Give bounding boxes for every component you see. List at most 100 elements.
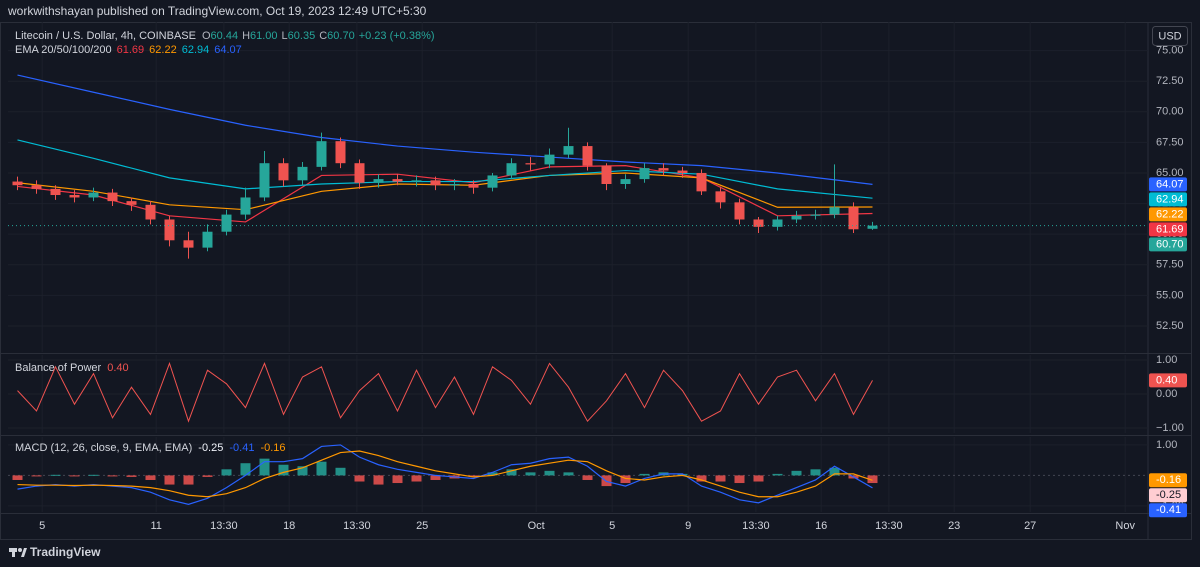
candle-body <box>278 163 289 181</box>
histogram-bar <box>468 475 479 477</box>
x-tick-label: 13:30 <box>343 520 371 532</box>
y-tick-label: 65.00 <box>1156 167 1184 179</box>
legend-value: -0.41 <box>229 442 254 454</box>
candle-body <box>145 204 156 220</box>
price-badge-label: 64.07 <box>1156 178 1184 190</box>
price-badge <box>1149 503 1187 518</box>
price-badge-label: 62.22 <box>1156 208 1184 220</box>
candle-body <box>31 185 42 189</box>
price-badge-label: 0.40 <box>1156 374 1177 386</box>
histogram-bar <box>715 475 726 482</box>
x-tick-label: 13:30 <box>210 520 238 532</box>
histogram-bar <box>867 475 878 484</box>
candle-body <box>259 163 270 198</box>
candle-body <box>449 184 460 186</box>
candle-body <box>867 225 878 229</box>
histogram-bar <box>525 472 536 476</box>
price-badge-label: -0.16 <box>1156 474 1181 486</box>
candle-body <box>354 163 365 183</box>
y-tick-label: −1.00 <box>1156 422 1184 434</box>
candle-body <box>734 202 745 220</box>
candle-body <box>430 180 441 186</box>
histogram-bar <box>582 475 593 480</box>
chart-frame <box>0 22 1192 540</box>
legend-value: 0.40 <box>107 362 128 374</box>
legend: Litecoin / U.S. Dollar, 4h, COINBASE O60.… <box>15 30 435 42</box>
x-tick-label: 23 <box>948 520 960 532</box>
legend-key: C <box>319 30 327 42</box>
price-badge <box>1149 237 1187 252</box>
histogram-bar <box>107 475 118 477</box>
x-tick-label: 13:30 <box>875 520 903 532</box>
macd-line <box>17 450 873 498</box>
indicator-line <box>17 361 873 423</box>
histogram-bar <box>12 475 23 480</box>
price-badge <box>1149 222 1187 237</box>
y-tick-label: 55.00 <box>1156 289 1184 301</box>
histogram-bar <box>354 475 365 482</box>
candle-body <box>620 179 631 185</box>
candle-body <box>525 163 536 165</box>
price-badge <box>1149 207 1187 222</box>
currency-label[interactable]: USD <box>1158 30 1181 42</box>
x-tick-label: Oct <box>528 520 545 532</box>
histogram-bar <box>316 461 327 476</box>
histogram-bar <box>791 470 802 476</box>
candle-body <box>563 146 574 155</box>
histogram-bar <box>240 463 251 476</box>
x-tick-label: 11 <box>150 520 161 532</box>
histogram-bar <box>639 473 650 476</box>
candle-body <box>392 179 403 182</box>
y-tick-label: 52.50 <box>1156 320 1184 332</box>
currency-button[interactable] <box>1152 26 1188 46</box>
candle-body <box>107 192 118 202</box>
candle-body <box>487 175 498 188</box>
legend-value: 60.70 <box>327 30 355 42</box>
legend-key: H <box>242 30 250 42</box>
publish-info: workwithshayan published on TradingView.… <box>7 4 427 18</box>
candle-body <box>69 195 80 198</box>
legend-value: 62.94 <box>182 44 210 56</box>
price-badge <box>1149 177 1187 192</box>
top-bar <box>0 0 1200 22</box>
candle-body <box>373 179 384 183</box>
candle-body <box>696 172 707 192</box>
x-tick-label: 9 <box>685 520 691 532</box>
histogram-bar <box>202 475 213 477</box>
brand-logo <box>9 548 27 557</box>
legend-value: 62.22 <box>149 44 177 56</box>
legend-value: 61.69 <box>117 44 145 56</box>
histogram-bar <box>772 473 783 476</box>
y-tick-label: 72.50 <box>1156 75 1184 87</box>
histogram-bar <box>810 469 821 476</box>
candle-body <box>468 184 479 188</box>
y-tick-label: 75.00 <box>1156 45 1184 57</box>
legend-value: -0.16 <box>260 442 285 454</box>
histogram-bar <box>392 475 403 484</box>
candle-body <box>183 240 194 248</box>
candle-body <box>12 181 23 186</box>
histogram-bar <box>696 475 707 482</box>
candle-body <box>126 201 137 205</box>
candle-body <box>677 170 688 173</box>
legend-title: Litecoin / U.S. Dollar, 4h, COINBASE <box>15 30 196 42</box>
x-tick-label: 27 <box>1024 520 1036 532</box>
pane-title: MACD (12, 26, close, 9, EMA, EMA) <box>15 442 192 454</box>
macd-line <box>17 444 873 506</box>
candle-body <box>202 231 213 248</box>
price-badge <box>1149 192 1187 207</box>
legend-value: -0.25 <box>198 442 223 454</box>
legend-value: 60.44 <box>211 30 239 42</box>
candle-body <box>715 191 726 203</box>
histogram-bar <box>297 466 308 476</box>
histogram-bar <box>487 472 498 476</box>
y-tick-label: 67.50 <box>1156 136 1184 148</box>
histogram-bar <box>259 458 270 476</box>
histogram-bar <box>164 475 175 485</box>
histogram-bar <box>544 470 555 476</box>
candle-body <box>848 207 859 230</box>
candle-body <box>411 180 422 182</box>
histogram-bar <box>50 474 61 476</box>
x-tick-label: 25 <box>416 520 428 532</box>
